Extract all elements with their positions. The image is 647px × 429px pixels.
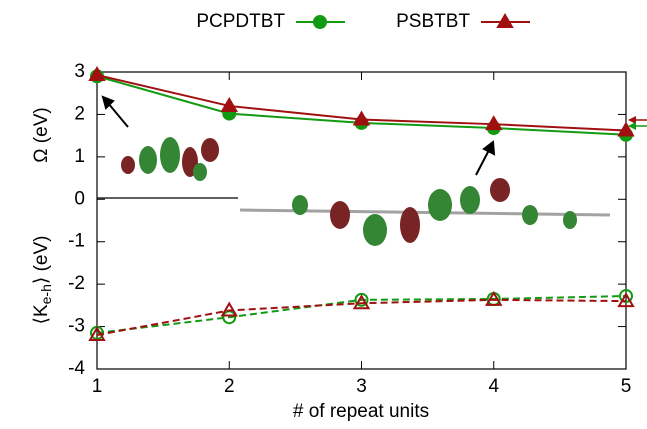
y-tick-label: -2 (68, 273, 85, 294)
y-tick-label: 2 (74, 103, 85, 124)
y-label-sub: e-h (38, 284, 54, 304)
molecule-large (240, 178, 610, 246)
chart: # of repeat units Ω (eV) ⟨Ke-h⟩ (eV) -4 -… (0, 0, 647, 429)
x-tick-label: 3 (356, 376, 367, 397)
legend-label: PSBTBT (396, 11, 470, 32)
x-tick-label: 2 (224, 376, 235, 397)
y-axis-label-top: Ω (eV) (31, 107, 52, 162)
y-tick-label: 0 (74, 188, 85, 209)
x-tick-label: 5 (621, 376, 632, 397)
y-tick-label: -1 (68, 231, 85, 252)
x-tick-label: 1 (92, 376, 103, 397)
y-tick-label: 3 (74, 61, 85, 82)
x-axis-label: # of repeat units (293, 401, 429, 422)
series-line (97, 296, 626, 333)
legend-label: PCPDTBT (196, 11, 285, 32)
y-label-open: ⟨K (31, 304, 52, 324)
y-tick-label: 1 (74, 146, 85, 167)
legend-marker (314, 16, 326, 28)
y-tick-label: -4 (68, 358, 85, 379)
y-tick-label: -3 (68, 316, 85, 337)
y-label-close: ⟩ (eV) (31, 236, 52, 285)
y-axis-label-bottom: ⟨Ke-h⟩ (eV) (31, 236, 54, 325)
edge-arrows (628, 116, 647, 130)
molecule-small (121, 137, 219, 181)
x-tick-label: 4 (488, 376, 499, 397)
